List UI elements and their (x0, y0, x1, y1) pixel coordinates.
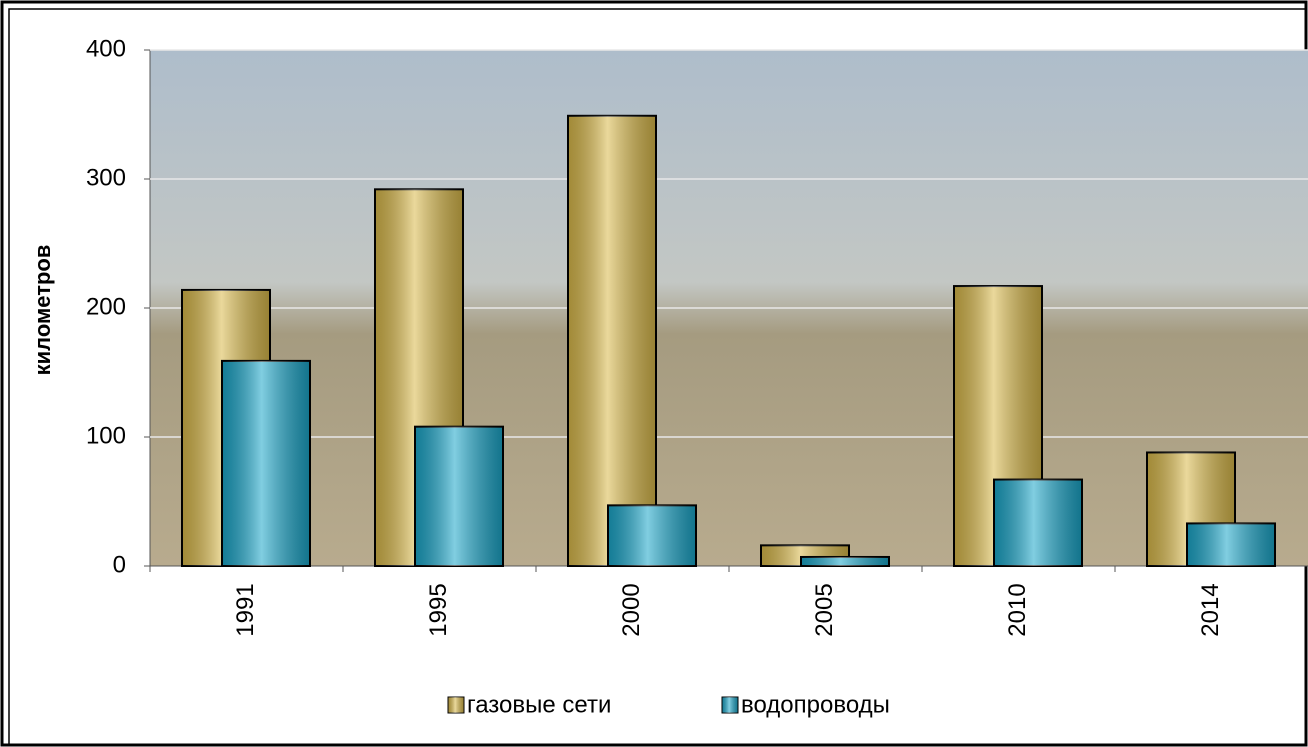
legend-label: водопроводы (741, 691, 890, 718)
bar-shine (608, 505, 696, 566)
page: {"chart_data": {"type": "bar", "y_label"… (0, 0, 1308, 747)
y-tick-label: 300 (86, 164, 126, 191)
legend-label: газовые сети (467, 691, 611, 718)
y-axis-label: километров (30, 245, 55, 376)
y-tick-label: 200 (86, 293, 126, 320)
legend-swatch-shine (448, 697, 464, 713)
bar-shine (801, 557, 889, 566)
bar-shine (415, 427, 503, 566)
bar-shine (222, 361, 310, 566)
x-tick-label: 2014 (1197, 583, 1224, 636)
bar-shine (568, 116, 656, 566)
chart: километров 0 100 200 300 400 1991 1995 2000 2005… (0, 0, 1308, 747)
y-tick-label: 100 (86, 422, 126, 449)
x-tick-label: 2000 (618, 583, 645, 636)
y-tick-label: 0 (113, 551, 126, 578)
bar-shine (1187, 523, 1275, 566)
x-tick-label: 1991 (232, 583, 259, 636)
x-tick-label: 2010 (1004, 583, 1031, 636)
x-tick-label: 1995 (425, 583, 452, 636)
x-tick-label: 2005 (811, 583, 838, 636)
legend-swatch-shine (722, 697, 738, 713)
bar-shine (994, 480, 1082, 566)
y-tick-label: 400 (86, 35, 126, 62)
